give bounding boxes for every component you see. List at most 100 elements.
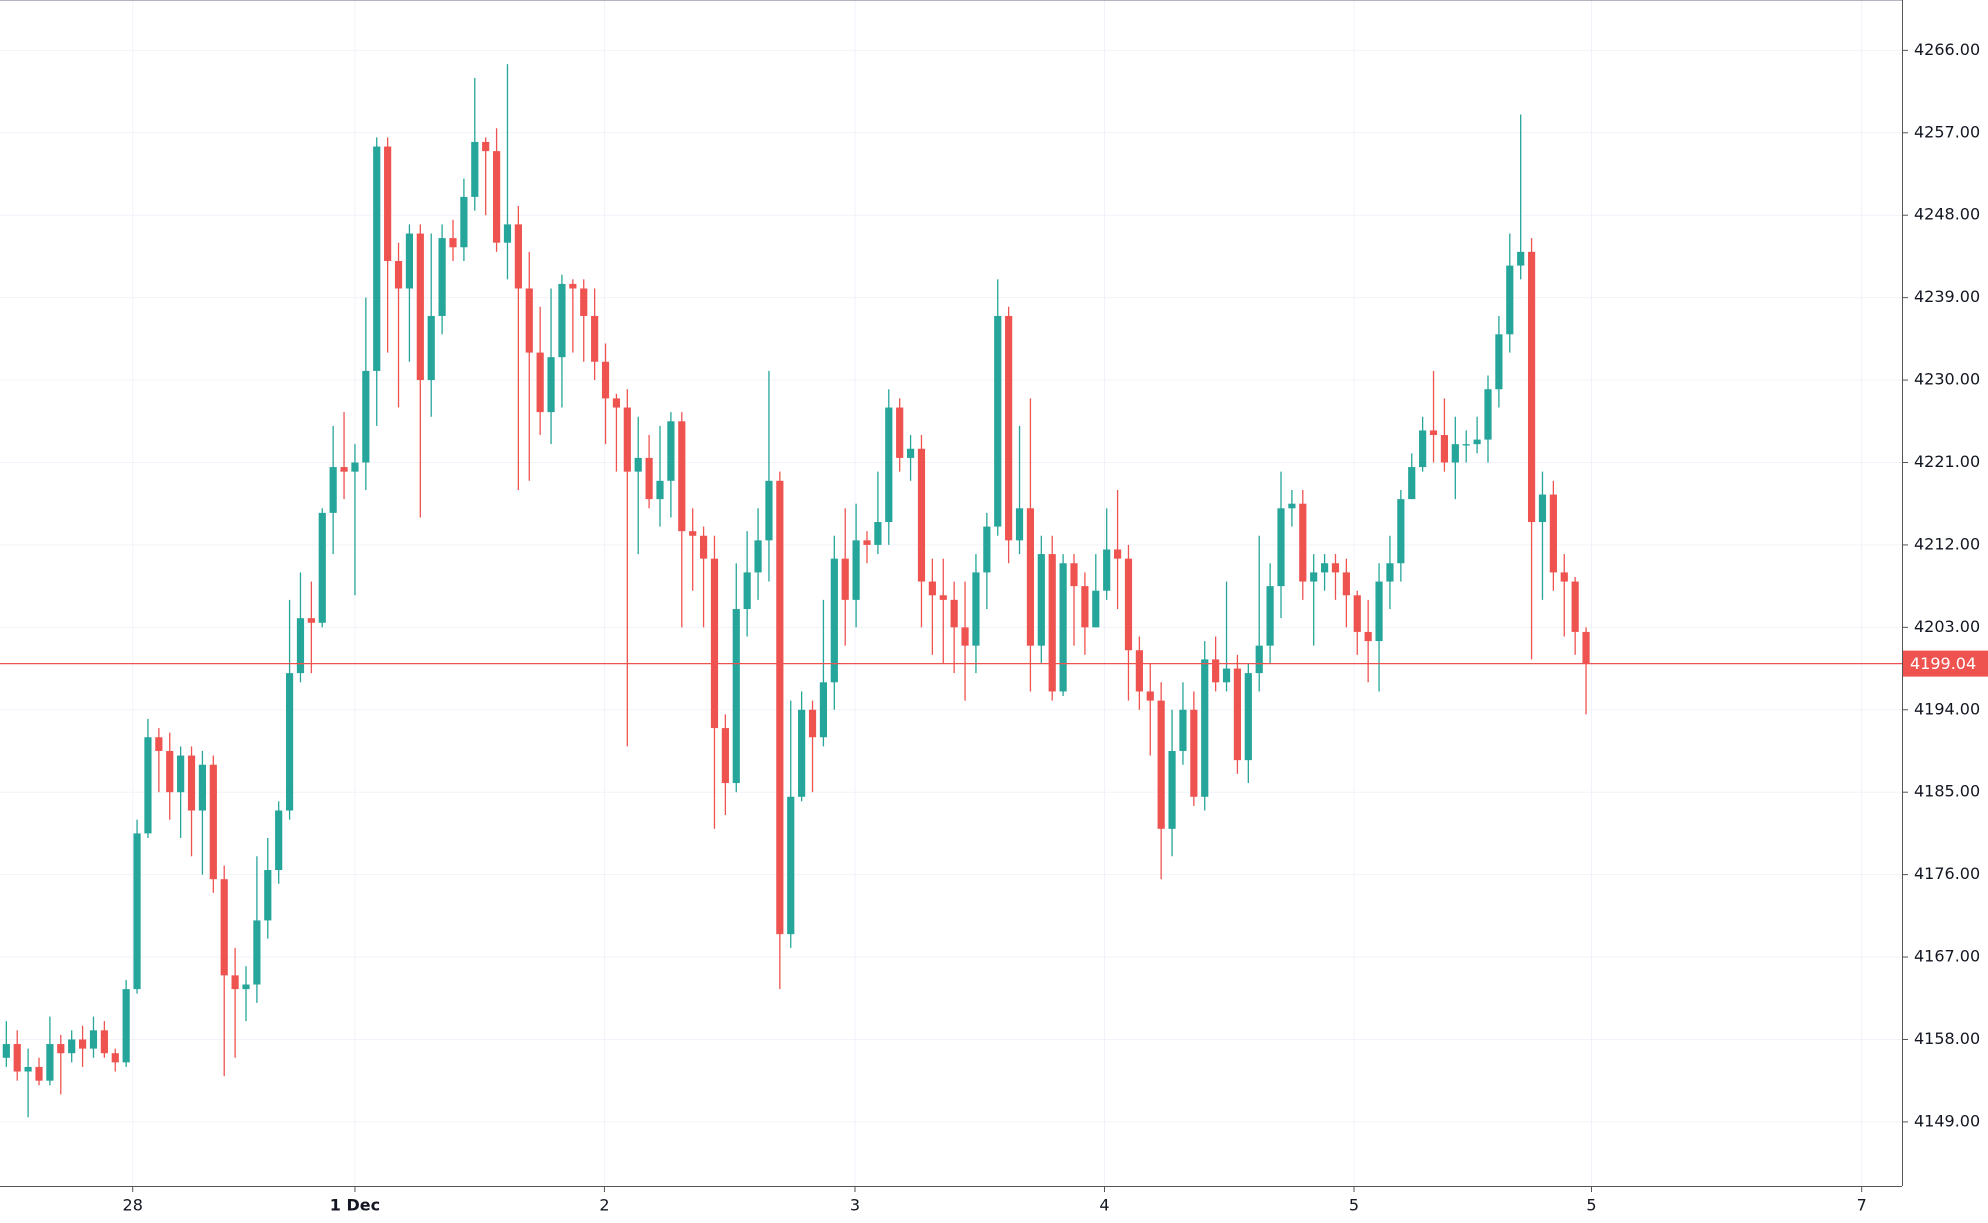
candle-body [983, 526, 991, 573]
candle-body [885, 407, 893, 523]
candle-body [1364, 631, 1372, 642]
candle-body [1124, 558, 1133, 651]
y-tick-label: 4149.00 [1914, 1111, 1980, 1130]
candle-body [46, 1044, 54, 1081]
candle-body [177, 755, 185, 793]
candle-body [972, 572, 980, 646]
candle-body [514, 224, 522, 289]
candle-body [623, 407, 631, 472]
candle-body [1451, 444, 1459, 463]
candle-body [808, 709, 817, 738]
candle-body [928, 581, 936, 596]
candle-body [1070, 563, 1078, 587]
x-tick-label: 28 [123, 1196, 143, 1215]
candle-body [591, 315, 599, 362]
candle-body [416, 233, 424, 381]
candle-body [689, 531, 697, 536]
y-tick-label: 4194.00 [1914, 699, 1980, 718]
candle-body [1015, 508, 1024, 541]
candle-body [1517, 251, 1525, 266]
candle-body [1538, 494, 1547, 523]
candle-body [939, 595, 947, 600]
candle-body [111, 1053, 119, 1063]
candle-body [438, 238, 446, 316]
candle-body [351, 462, 359, 472]
candle-body [1288, 503, 1296, 509]
candle-body [144, 737, 152, 834]
candle-body [503, 224, 512, 243]
candle-body [275, 810, 283, 871]
candle-body [1190, 709, 1198, 797]
candle-body [721, 728, 729, 784]
y-tick-label: 4185.00 [1914, 782, 1980, 801]
candle-body [1342, 572, 1350, 596]
candle-body [166, 750, 174, 793]
candle-body [906, 448, 915, 458]
candle-body [1103, 549, 1111, 591]
candle-body [1113, 549, 1122, 559]
x-tick-label: 1 Dec [330, 1196, 380, 1215]
candle-body [373, 146, 381, 371]
candle-body [580, 288, 588, 316]
candle-body [1277, 508, 1285, 587]
candle-body [340, 467, 348, 472]
x-tick-label: 3 [850, 1196, 860, 1215]
candle-body [13, 1044, 21, 1072]
candle-body [1527, 251, 1536, 523]
x-tick-label: 5 [1586, 1196, 1596, 1215]
y-tick-label: 4239.00 [1914, 287, 1980, 306]
candle-body [1582, 631, 1590, 664]
candle-body [1146, 691, 1154, 701]
candle-body [1212, 659, 1220, 683]
candle-body [242, 984, 250, 990]
candle-body [1495, 334, 1503, 390]
candle-body [24, 1066, 32, 1072]
candle-body [384, 146, 392, 262]
candle-body [187, 755, 196, 811]
candle-body [318, 512, 326, 623]
candle-body [841, 558, 849, 600]
candle-body [1462, 444, 1470, 446]
candle-body [427, 315, 435, 381]
candle-body [57, 1044, 65, 1054]
candle-body [1484, 389, 1492, 440]
x-tick-label: 4 [1099, 1196, 1109, 1215]
candle-body [874, 522, 882, 545]
candle-body [1375, 581, 1383, 642]
candle-body [329, 467, 337, 513]
candle-body [1440, 435, 1449, 463]
candle-body [89, 1030, 98, 1049]
candle-body [1037, 554, 1045, 646]
candle-body [1549, 494, 1557, 573]
candle-body [732, 609, 740, 784]
candle-body [394, 261, 403, 289]
candle-body [1005, 315, 1013, 541]
candle-body [1331, 563, 1340, 573]
candle-body [68, 1039, 76, 1054]
candle-body [285, 673, 294, 811]
candle-body [253, 920, 261, 985]
y-tick-label: 4158.00 [1914, 1029, 1980, 1048]
candle-body [1059, 563, 1067, 692]
candle-body [492, 151, 501, 243]
candle-body [1386, 563, 1394, 582]
candle-body [787, 796, 795, 935]
x-tick-label: 7 [1857, 1196, 1867, 1215]
candle-body [1419, 430, 1427, 468]
candle-body [1222, 668, 1231, 683]
x-tick-label: 2 [599, 1196, 609, 1215]
candle-body [1157, 700, 1165, 829]
candle-body [994, 315, 1002, 527]
candle-body [1179, 709, 1187, 751]
candle-body [754, 540, 762, 573]
candle-body [1201, 659, 1209, 797]
candle-body [830, 558, 838, 683]
candle-body [231, 975, 239, 990]
y-tick-label: 4167.00 [1914, 947, 1980, 966]
candle-body [558, 283, 566, 358]
candle-body [460, 196, 468, 248]
candle-body [1560, 572, 1568, 582]
candle-body [950, 599, 958, 628]
candle-body [35, 1066, 43, 1081]
